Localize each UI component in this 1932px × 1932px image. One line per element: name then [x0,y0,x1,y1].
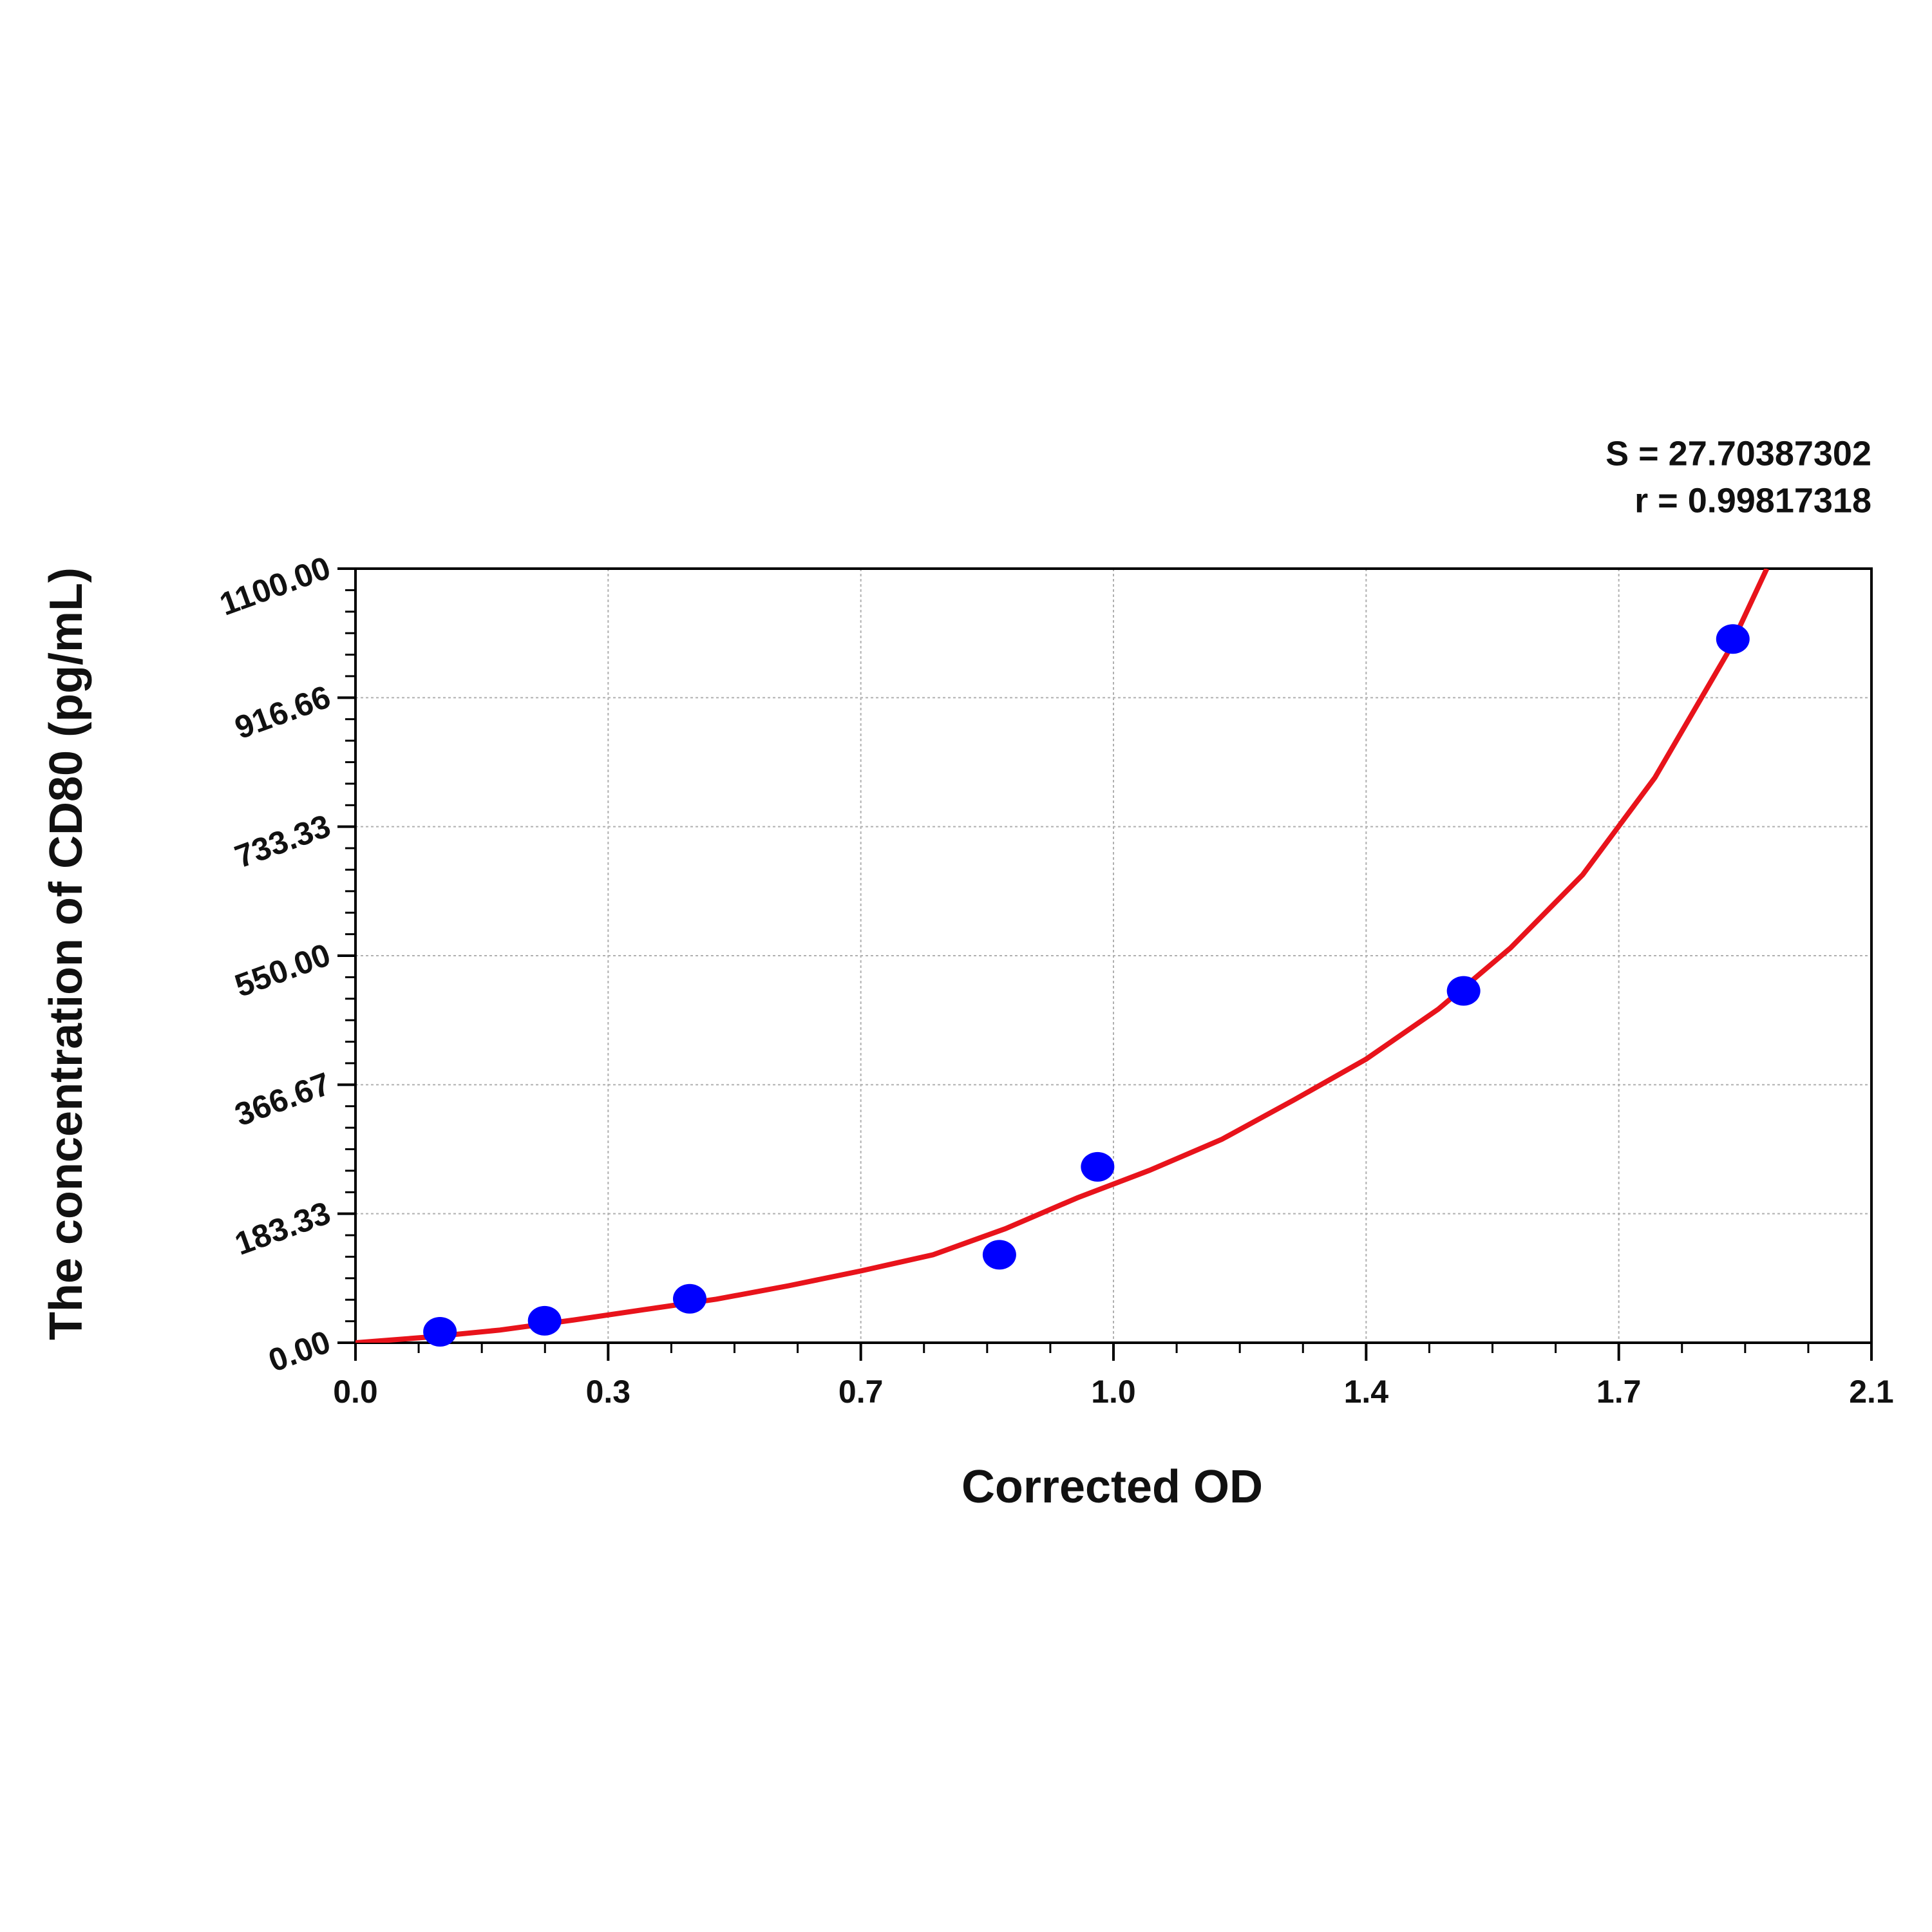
fit-curve [355,569,1770,1343]
x-tick-label: 2.1 [1849,1374,1894,1410]
annotation: r = 0.99817318 [1634,481,1871,520]
x-tick-label: 1.0 [1091,1374,1136,1410]
data-point [1081,1151,1115,1182]
y-axis-title: The concentration of CD80 (pg/mL) [41,567,92,1340]
x-axis-title: Corrected OD [961,1461,1263,1513]
data-point [1716,624,1750,654]
x-tick-label: 1.7 [1596,1374,1642,1410]
x-tick-label: 0.7 [838,1374,884,1410]
x-tick-label: 0.0 [333,1374,378,1410]
plot-frame [354,567,1873,1344]
fit-group [355,569,1770,1343]
annotation: S = 27.70387302 [1605,434,1871,473]
data-point [527,1305,562,1336]
data-point [1446,976,1481,1006]
data-point [982,1240,1016,1270]
x-tick-label: 1.4 [1344,1374,1389,1410]
data-point [673,1283,707,1314]
data-point [423,1316,457,1347]
x-tick-label: 0.3 [586,1374,631,1410]
